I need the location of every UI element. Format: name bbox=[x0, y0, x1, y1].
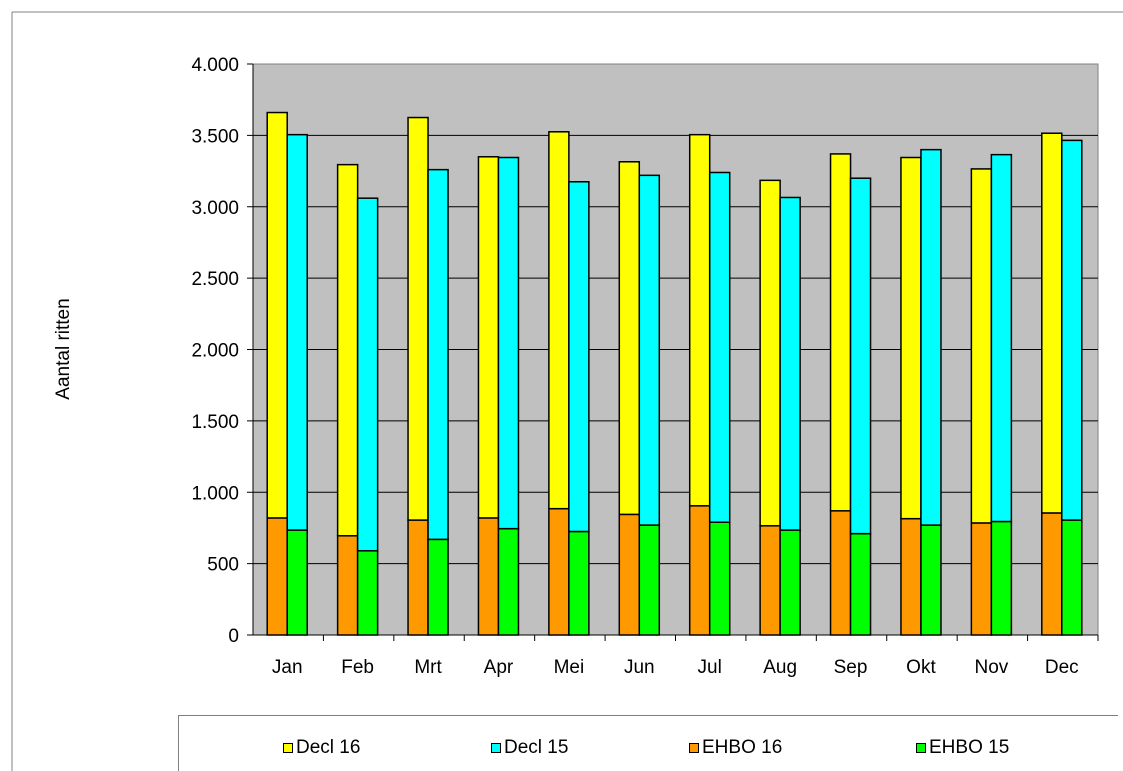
bar-decl-16-mrt bbox=[407, 116, 429, 521]
bar-ehbo-15-mei bbox=[568, 530, 590, 636]
bar-decl-15-aug bbox=[779, 196, 801, 531]
legend-label-ehbo-16: EHBO 16 bbox=[702, 737, 783, 758]
y-tick-label: 3.000 bbox=[191, 198, 239, 219]
y-tick-label: 3.500 bbox=[191, 126, 239, 147]
bar-ehbo-15-jun bbox=[638, 524, 661, 636]
x-tick-label: Mei bbox=[554, 657, 585, 678]
legend-label-ehbo-15: EHBO 15 bbox=[929, 737, 1010, 758]
bar-decl-15-mei bbox=[568, 181, 590, 533]
gridlines bbox=[253, 134, 1098, 565]
bar-decl-15-dec bbox=[1061, 139, 1083, 521]
legend-label-decl-15: Decl 15 bbox=[504, 737, 569, 758]
bar-decl-16-dec bbox=[1041, 132, 1063, 514]
legend: Decl 16 Decl 15 EHBO 16 EHBO 15 bbox=[178, 715, 1118, 771]
legend-item-decl-16: Decl 16 bbox=[283, 737, 360, 759]
bar-decl-16-feb bbox=[336, 163, 359, 537]
bar-decl-16-jul bbox=[688, 133, 711, 507]
bars bbox=[266, 111, 1083, 636]
x-tick-label: Dec bbox=[1045, 657, 1079, 678]
bar-ehbo-16-sep bbox=[829, 510, 852, 636]
bar-decl-16-jan bbox=[266, 111, 288, 519]
x-tick-label: Jun bbox=[624, 657, 655, 678]
x-tick-label: Feb bbox=[341, 657, 374, 678]
bar-ehbo-15-dec bbox=[1061, 519, 1083, 636]
bar-decl-15-sep bbox=[849, 177, 872, 535]
bar-ehbo-16-jun bbox=[618, 513, 641, 636]
y-tick-label: 1.000 bbox=[191, 483, 239, 504]
legend-item-ehbo-16: EHBO 16 bbox=[689, 737, 782, 759]
bar-decl-15-jan bbox=[286, 133, 308, 531]
bar-ehbo-15-aug bbox=[779, 529, 801, 636]
legend-swatch-decl-16 bbox=[283, 743, 293, 753]
legend-swatch-decl-15 bbox=[491, 743, 501, 753]
bar-decl-16-mei bbox=[548, 131, 570, 510]
bar-decl-15-apr bbox=[497, 156, 520, 530]
y-tick-label: 500 bbox=[207, 555, 239, 576]
x-tick-label: Apr bbox=[484, 657, 514, 678]
bar-decl-16-sep bbox=[829, 153, 852, 512]
bar-ehbo-16-apr bbox=[477, 517, 500, 636]
x-tick-label: Aug bbox=[763, 657, 797, 678]
bar-decl-16-aug bbox=[759, 179, 781, 527]
bar-ehbo-16-jan bbox=[266, 517, 288, 636]
bar-decl-15-jul bbox=[708, 171, 731, 523]
bar-ehbo-15-nov bbox=[990, 520, 1013, 636]
bar-decl-16-okt bbox=[900, 156, 922, 520]
bar-ehbo-16-aug bbox=[759, 525, 781, 636]
legend-swatch-ehbo-16 bbox=[689, 743, 699, 753]
y-tick-label: 1.500 bbox=[191, 412, 239, 433]
legend-item-decl-15: Decl 15 bbox=[491, 737, 568, 759]
y-axis-title: Aantal ritten bbox=[53, 298, 74, 399]
x-tick-label: Jul bbox=[698, 657, 722, 678]
bar-ehbo-15-jul bbox=[708, 521, 731, 636]
y-tick-label: 0 bbox=[228, 626, 239, 647]
legend-swatch-ehbo-15 bbox=[916, 743, 926, 753]
legend-item-ehbo-15: EHBO 15 bbox=[916, 737, 1009, 759]
x-tick-label: Sep bbox=[834, 657, 868, 678]
bar-ehbo-15-okt bbox=[920, 524, 942, 636]
bar-decl-15-jun bbox=[638, 174, 661, 526]
y-tick-label: 4.000 bbox=[191, 55, 239, 76]
bar-decl-15-okt bbox=[920, 148, 942, 526]
legend-label-decl-16: Decl 16 bbox=[296, 737, 361, 758]
bar-decl-16-apr bbox=[477, 156, 500, 519]
bar-ehbo-15-jan bbox=[286, 529, 308, 636]
bar-decl-15-mrt bbox=[427, 168, 449, 541]
x-tick-label: Okt bbox=[906, 657, 936, 678]
x-tick-label: Nov bbox=[974, 657, 1008, 678]
bar-ehbo-16-jul bbox=[688, 505, 711, 636]
bar-ehbo-16-dec bbox=[1041, 512, 1063, 636]
y-axis-ticks: 0 500 1.000 1.500 2.000 2.500 3.000 3.500 4.000 bbox=[191, 55, 253, 647]
y-tick-label: 2.000 bbox=[191, 341, 239, 362]
x-axis-ticks: Jan Feb Mrt Apr Mei Jun Jul Aug Sep Okt Nov Dec bbox=[272, 635, 1099, 678]
bar-ehbo-16-feb bbox=[336, 535, 359, 636]
bar-decl-16-jun bbox=[618, 161, 641, 516]
bar-decl-15-nov bbox=[990, 153, 1013, 523]
bar-ehbo-16-mei bbox=[548, 507, 570, 636]
bar-ehbo-15-sep bbox=[849, 532, 872, 636]
bar-ehbo-15-apr bbox=[497, 527, 520, 636]
bar-ehbo-16-okt bbox=[900, 517, 922, 636]
bar-decl-16-nov bbox=[970, 168, 993, 524]
bar-ehbo-15-mrt bbox=[427, 538, 449, 636]
y-tick-label: 2.500 bbox=[191, 269, 239, 290]
bar-ehbo-16-nov bbox=[970, 522, 993, 636]
x-tick-label: Jan bbox=[272, 657, 303, 678]
x-tick-label: Mrt bbox=[414, 657, 442, 678]
bar-decl-15-feb bbox=[356, 197, 379, 552]
bar-ehbo-15-feb bbox=[356, 550, 379, 636]
bar-ehbo-16-mrt bbox=[407, 519, 429, 636]
